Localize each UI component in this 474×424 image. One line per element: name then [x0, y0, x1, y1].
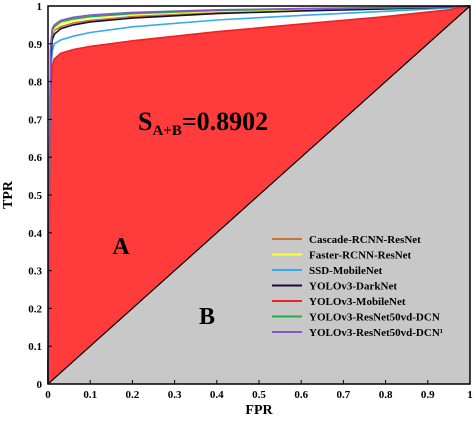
y-tick-label: 0.6: [28, 152, 42, 164]
y-tick-label: 0.8: [28, 77, 42, 89]
x-tick-label: 0.1: [83, 389, 97, 401]
legend-entry: YOLOv3-ResNet50vd-DCN: [309, 312, 440, 324]
y-tick-label: 0: [37, 379, 43, 391]
x-tick-label: 0.6: [294, 389, 308, 401]
y-tick-label: 0.5: [28, 190, 42, 202]
area-annotation-subscript: A+B: [152, 123, 181, 139]
x-tick-label: 1: [467, 389, 473, 401]
x-tick-label: 0.4: [210, 389, 224, 401]
roc-curves: [47, 5, 471, 385]
legend-entry: YOLOv3-ResNet50vd-DCN¹: [309, 327, 443, 339]
y-tick-label: 1: [37, 1, 43, 13]
y-axis-ticks: 0 0.1 0.2 0.3 0.4 0.5 0.6 0.7 0.8 0.9 1: [28, 1, 52, 391]
legend-entry: YOLOv3-DarkNet: [309, 281, 397, 293]
y-tick-label: 0.2: [28, 303, 42, 315]
roc-curve-6: [47, 5, 471, 385]
x-tick-label: 0.2: [126, 389, 140, 401]
legend-entry: Faster-RCNN-ResNet: [309, 250, 412, 262]
area-annotation-main: S: [138, 107, 152, 136]
x-tick-label: 0: [45, 389, 51, 401]
y-axis-label: TPR: [1, 180, 16, 209]
y-tick-label: 0.3: [28, 266, 42, 278]
x-axis-ticks: 0 0.1 0.2 0.3 0.4 0.5 0.6 0.7 0.8 0.9 1: [45, 380, 473, 401]
region-a-label: A: [112, 234, 130, 260]
y-tick-label: 0.7: [28, 114, 42, 126]
legend-entry: YOLOv3-MobileNet: [309, 296, 406, 308]
x-tick-label: 0.8: [379, 389, 393, 401]
y-tick-label: 0.4: [28, 228, 42, 240]
legend-entry: SSD-MobileNet: [309, 265, 383, 277]
y-tick-label: 0.9: [28, 39, 42, 51]
x-tick-label: 0.3: [168, 389, 182, 401]
x-axis-label: FPR: [245, 403, 273, 418]
y-tick-label: 0.1: [28, 341, 42, 353]
x-tick-label: 0.5: [252, 389, 266, 401]
legend-entry: Cascade-RCNN-ResNet: [309, 234, 421, 246]
diagonal-line: [47, 5, 471, 385]
x-tick-label: 0.9: [421, 389, 435, 401]
area-annotation-value: =0.8902: [182, 107, 268, 136]
area-annotation: SA+B=0.8902: [138, 107, 268, 139]
legend: Cascade-RCNN-ResNet Faster-RCNN-ResNet SSD…: [272, 234, 443, 339]
x-tick-label: 0.7: [337, 389, 351, 401]
region-b-label: B: [199, 304, 215, 330]
